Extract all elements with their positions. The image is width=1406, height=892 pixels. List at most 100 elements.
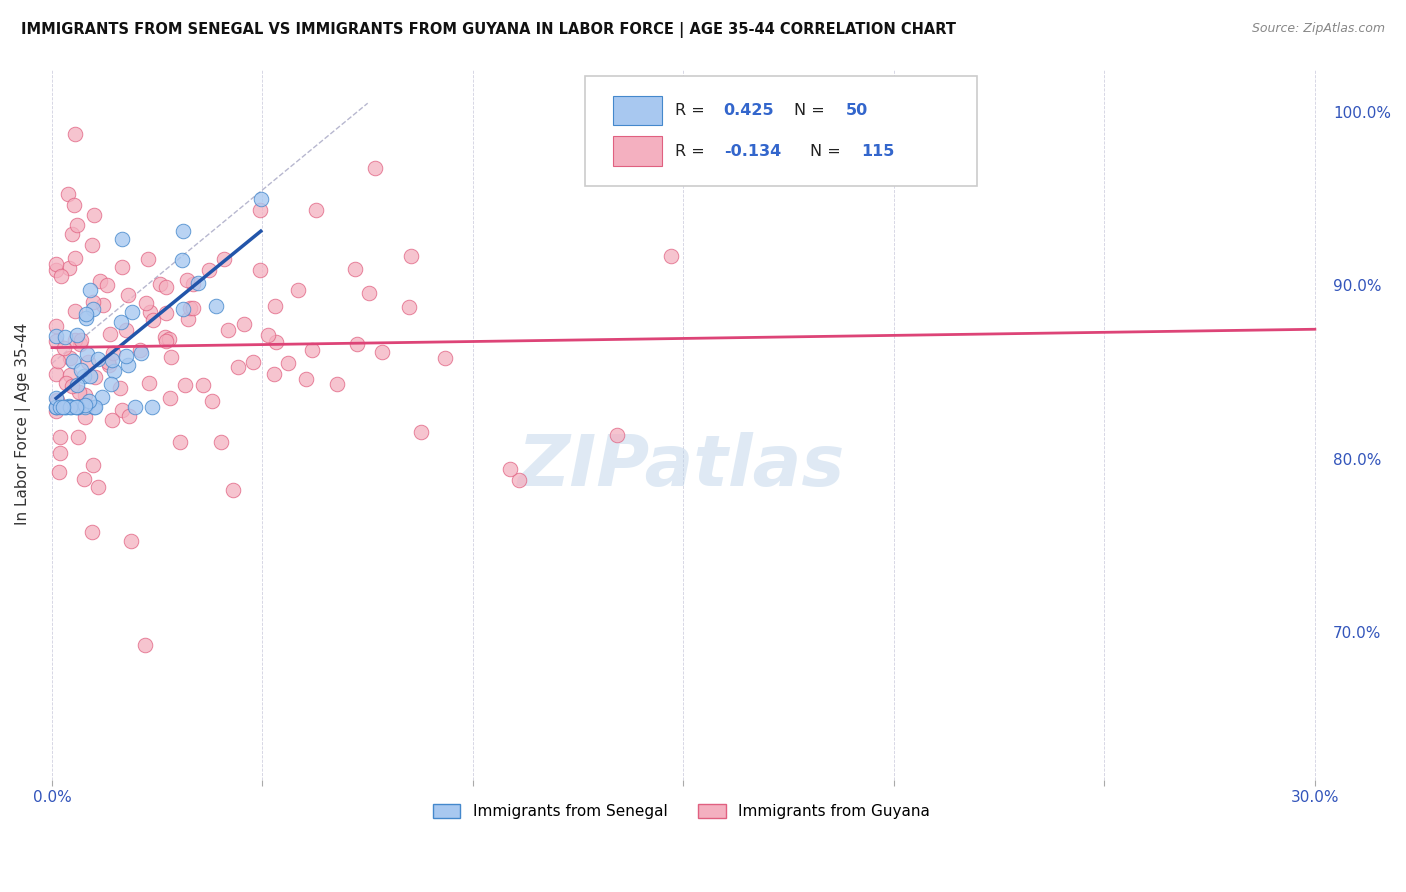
Point	[169, 434, 191, 449]
Point	[98, 326, 121, 341]
Point	[155, 334, 177, 348]
Y-axis label: In Labor Force | Age 35-44: In Labor Force | Age 35-44	[15, 323, 31, 525]
Text: N =: N =	[794, 103, 830, 118]
Point	[149, 277, 172, 292]
Point	[399, 249, 422, 263]
Point	[135, 295, 157, 310]
Point	[233, 318, 256, 332]
Point	[142, 313, 165, 327]
Point	[49, 445, 72, 459]
Point	[153, 330, 176, 344]
Point	[101, 413, 124, 427]
Point	[75, 307, 97, 321]
Point	[69, 336, 91, 351]
Point	[138, 376, 160, 390]
Point	[214, 252, 236, 266]
Point	[73, 387, 96, 401]
Point	[73, 400, 96, 414]
Point	[201, 393, 224, 408]
Point	[110, 315, 132, 329]
Point	[53, 341, 76, 355]
Point	[115, 349, 138, 363]
Point	[343, 262, 366, 277]
Point	[114, 323, 136, 337]
Point	[45, 367, 67, 381]
Text: R =: R =	[675, 144, 710, 159]
Point	[264, 335, 287, 350]
Point	[155, 306, 177, 320]
Point	[49, 400, 72, 414]
Point	[364, 161, 387, 175]
Point	[65, 333, 87, 347]
Point	[97, 355, 120, 369]
Text: IMMIGRANTS FROM SENEGAL VS IMMIGRANTS FROM GUYANA IN LABOR FORCE | AGE 35-44 COR: IMMIGRANTS FROM SENEGAL VS IMMIGRANTS FR…	[21, 22, 956, 38]
Point	[170, 252, 193, 267]
Point	[63, 198, 86, 212]
Point	[82, 237, 104, 252]
Point	[433, 351, 456, 366]
Point	[249, 262, 271, 277]
Point	[659, 249, 682, 263]
Point	[75, 409, 97, 424]
Point	[173, 377, 195, 392]
Point	[111, 232, 134, 246]
Point	[198, 263, 221, 277]
Point	[59, 351, 82, 366]
Point	[55, 400, 77, 414]
Point	[101, 353, 124, 368]
Point	[45, 391, 67, 405]
Point	[83, 400, 105, 414]
Point	[83, 370, 105, 384]
Point	[63, 251, 86, 265]
Point	[82, 294, 104, 309]
Point	[357, 286, 380, 301]
FancyBboxPatch shape	[613, 95, 662, 126]
Point	[134, 638, 156, 652]
Point	[177, 312, 200, 326]
Point	[159, 350, 181, 364]
Point	[76, 355, 98, 369]
Point	[59, 400, 82, 414]
Point	[62, 227, 84, 241]
Point	[155, 280, 177, 294]
Point	[100, 376, 122, 391]
FancyBboxPatch shape	[585, 76, 977, 186]
Point	[263, 368, 285, 382]
Text: 115: 115	[860, 144, 894, 159]
Point	[60, 379, 83, 393]
Point	[124, 400, 146, 414]
Point	[305, 202, 328, 217]
Point	[65, 127, 87, 141]
Point	[66, 218, 89, 232]
Point	[67, 430, 90, 444]
Point	[217, 323, 239, 337]
Point	[53, 400, 76, 414]
Point	[249, 202, 271, 217]
Point	[191, 378, 214, 392]
Text: 0.425: 0.425	[724, 103, 775, 118]
Point	[263, 299, 285, 313]
Point	[66, 327, 89, 342]
Point	[97, 358, 120, 372]
Point	[141, 400, 163, 414]
Point	[83, 208, 105, 222]
Text: ZIPatlas: ZIPatlas	[517, 433, 845, 501]
Point	[45, 319, 67, 334]
Point	[84, 400, 107, 414]
Point	[45, 257, 67, 271]
Point	[129, 345, 152, 359]
Point	[181, 277, 204, 291]
Point	[67, 384, 90, 399]
Point	[58, 399, 80, 413]
Point	[79, 283, 101, 297]
Point	[110, 381, 132, 395]
Point	[91, 390, 114, 404]
Point	[209, 435, 232, 450]
Point	[111, 260, 134, 275]
Point	[45, 400, 67, 414]
Point	[76, 311, 98, 326]
Point	[70, 363, 93, 377]
Point	[70, 333, 93, 347]
Point	[136, 252, 159, 266]
Point	[398, 300, 420, 314]
